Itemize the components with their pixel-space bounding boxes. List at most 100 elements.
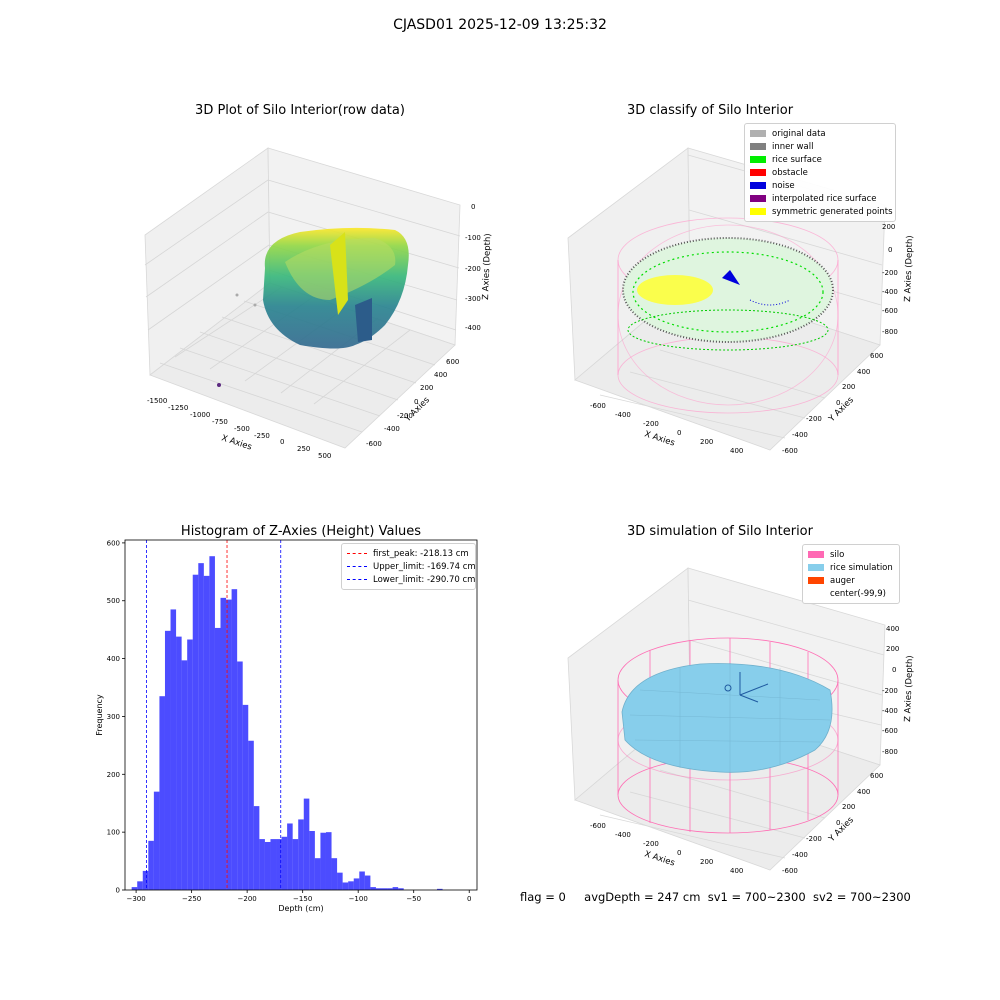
raw-ytick: 600 — [446, 358, 459, 366]
legend-swatch — [750, 208, 766, 215]
histogram-bar — [392, 887, 399, 890]
legend-entry: interpolated rice surface — [750, 192, 890, 205]
legend-entry: center(-99,9) — [808, 587, 894, 600]
legend-swatch — [750, 130, 766, 137]
legend-swatch — [808, 590, 824, 597]
simulation-ztick: 400 — [886, 625, 899, 633]
histogram-bar — [153, 791, 160, 890]
classify-xtick: -200 — [643, 420, 659, 428]
simulation-rice-surface — [621, 663, 833, 773]
legend-swatch — [750, 156, 766, 163]
histogram-bar — [253, 806, 260, 890]
histogram-bar — [270, 839, 277, 890]
histogram-bar — [276, 839, 282, 890]
histogram-bar — [203, 575, 210, 890]
histogram-bar — [292, 839, 299, 890]
histogram-bar — [198, 563, 204, 890]
raw-xtick: 0 — [280, 438, 284, 446]
classify-legend: original data inner wall rice surface ob… — [744, 123, 896, 222]
histogram-limit-lines — [146, 540, 282, 890]
y-tick-label: 400 — [107, 655, 120, 663]
raw-ytick: -600 — [366, 440, 382, 448]
histogram-bar — [348, 881, 354, 890]
histogram-bar — [353, 878, 360, 890]
histogram-bar — [164, 630, 171, 890]
histogram-title: Histogram of Z-Axies (Height) Values — [180, 524, 422, 539]
raw-plot-title: 3D Plot of Silo Interior(row data) — [195, 103, 405, 118]
classify-point-cloud — [617, 217, 839, 414]
raw-ytick: -200 — [397, 412, 413, 420]
histogram-bar — [337, 872, 343, 890]
histogram-bar — [187, 639, 193, 890]
histogram-bar — [309, 830, 315, 890]
raw-ytick: 400 — [434, 371, 447, 379]
histogram-bar — [375, 888, 382, 890]
figure-title: CJASD01 2025-12-09 13:25:32 — [393, 17, 607, 33]
histogram-bar — [176, 636, 182, 890]
y-tick-label: 300 — [107, 713, 120, 721]
raw-ztick: -100 — [465, 234, 481, 242]
raw-xtick: -1500 — [147, 397, 167, 405]
histogram-bars — [131, 556, 443, 890]
histogram-bar — [303, 798, 310, 890]
simulation-ztick: 200 — [886, 645, 899, 653]
simulation-ytick: 400 — [857, 788, 870, 796]
legend-swatch — [808, 551, 824, 558]
simulation-ytick: 200 — [842, 803, 855, 811]
histogram-bar — [364, 875, 371, 890]
simulation-auger — [724, 672, 769, 703]
simulation-zlabel: Z Axies (Depth) — [903, 655, 915, 722]
classify-xtick: 0 — [677, 429, 681, 437]
histogram-bar — [170, 609, 177, 890]
histogram-bar — [320, 832, 326, 890]
histogram-bar — [142, 870, 149, 890]
histogram-bar — [264, 841, 271, 890]
histogram-bar — [181, 660, 188, 890]
simulation-xtick: 0 — [677, 849, 681, 857]
simulation-ztick: 0 — [892, 666, 896, 674]
classify-ztick: 0 — [888, 246, 892, 254]
histogram-bar — [387, 888, 393, 890]
legend-entry: auger — [808, 574, 894, 587]
legend-entry: symmetric generated points — [750, 205, 893, 218]
histogram-bar — [325, 832, 332, 890]
histogram-bar — [331, 858, 338, 890]
histogram-bar — [242, 704, 249, 890]
raw-ztick: -400 — [465, 324, 481, 332]
simulation-ztick: -200 — [882, 687, 898, 695]
histogram-bar — [281, 836, 288, 890]
legend-swatch — [750, 169, 766, 176]
y-tick-label: 0 — [116, 887, 120, 895]
raw-ztick: 0 — [471, 203, 475, 211]
simulation-xtick: 200 — [700, 858, 713, 866]
simulation-plot-title: 3D simulation of Silo Interior — [627, 524, 813, 539]
legend-swatch — [750, 182, 766, 189]
simulation-xlabel: X Axies — [643, 849, 676, 868]
avg-depth-text: avgDepth = 247 cm — [584, 890, 701, 904]
classify-ytick: -200 — [806, 415, 822, 423]
x-tick-label: −250 — [182, 895, 201, 903]
histogram-bar — [159, 696, 165, 890]
x-tick-label: −200 — [238, 895, 257, 903]
classify-xtick: -600 — [590, 402, 606, 410]
simulation-xtick: 400 — [730, 867, 743, 875]
legend-entry: noise — [750, 179, 890, 192]
classify-ytick: 0 — [836, 399, 840, 407]
classify-ytick: -600 — [782, 447, 798, 455]
status-footer: flag = 0 avgDepth = 247 cm sv1 = 700~230… — [520, 890, 911, 904]
histogram-bar — [298, 819, 304, 890]
histogram-bar — [237, 661, 243, 890]
raw-ytick: -400 — [384, 425, 400, 433]
classify-ztick: 200 — [882, 223, 895, 231]
legend-entry: original data — [750, 127, 890, 140]
raw-xtick: -250 — [254, 432, 270, 440]
raw-point-cloud — [217, 227, 409, 387]
histogram-frame — [124, 539, 478, 891]
simulation-ztick: -800 — [882, 748, 898, 756]
legend-entry: Upper_limit: -169.74 cm — [347, 560, 476, 573]
raw-ytick: 0 — [414, 398, 418, 406]
simulation-legend: silo rice simulation auger center(-99,9) — [802, 544, 900, 604]
histogram-x-ticks: −300 −250 −200 −150 −100 −50 0 — [126, 890, 471, 903]
